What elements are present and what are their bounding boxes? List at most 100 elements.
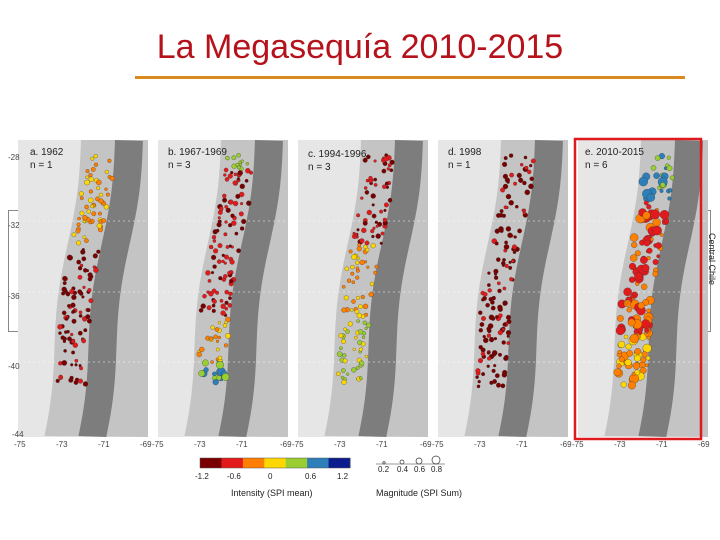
station-dot bbox=[208, 244, 214, 250]
magnitude-tick: 0.8 bbox=[431, 465, 443, 474]
station-dot bbox=[361, 335, 366, 339]
station-dot bbox=[341, 285, 346, 289]
lon-label: -71 bbox=[236, 440, 248, 449]
andes-range bbox=[638, 140, 703, 437]
station-dot bbox=[477, 379, 481, 384]
station-dot bbox=[224, 254, 229, 260]
station-dot bbox=[375, 224, 379, 228]
station-dot bbox=[359, 238, 365, 244]
station-dot bbox=[383, 208, 387, 212]
slide-title: La Megasequía 2010-2015 bbox=[156, 28, 564, 66]
station-dot bbox=[384, 181, 389, 186]
station-dot bbox=[497, 330, 503, 336]
station-dot bbox=[224, 306, 229, 311]
station-dot bbox=[519, 162, 524, 167]
lon-label: -69 bbox=[560, 440, 572, 449]
station-dot bbox=[236, 248, 241, 254]
station-dot bbox=[221, 259, 225, 264]
station-dot bbox=[630, 294, 635, 299]
station-dot bbox=[90, 156, 95, 161]
station-dot bbox=[645, 363, 649, 368]
station-dot bbox=[637, 302, 645, 309]
station-dot bbox=[83, 328, 88, 333]
station-dot bbox=[512, 250, 517, 254]
station-dot bbox=[501, 340, 506, 345]
station-dot bbox=[366, 265, 370, 269]
station-dot bbox=[615, 326, 625, 336]
lon-label: -73 bbox=[614, 440, 626, 449]
station-dot bbox=[98, 192, 104, 198]
station-dot bbox=[634, 250, 641, 257]
station-dot bbox=[210, 271, 215, 275]
station-dot bbox=[499, 209, 504, 214]
station-dot bbox=[350, 271, 355, 276]
station-dot bbox=[78, 310, 83, 315]
station-dot bbox=[371, 213, 377, 218]
station-dot bbox=[356, 319, 360, 323]
station-dot bbox=[497, 228, 501, 233]
station-dot bbox=[508, 265, 513, 270]
station-dot bbox=[75, 228, 81, 234]
station-dot bbox=[389, 168, 394, 173]
station-dot bbox=[225, 333, 231, 339]
station-dot bbox=[217, 243, 223, 249]
station-dot bbox=[368, 291, 374, 298]
intensity-tick: 1.2 bbox=[337, 472, 349, 481]
station-dot bbox=[617, 349, 622, 355]
station-dot bbox=[234, 231, 239, 236]
station-dot bbox=[364, 326, 368, 330]
station-dot bbox=[93, 154, 98, 159]
station-dot bbox=[489, 337, 495, 343]
station-dot bbox=[216, 375, 222, 381]
station-dot bbox=[240, 159, 244, 163]
station-dot bbox=[640, 357, 647, 363]
station-dot bbox=[340, 375, 345, 380]
station-dot bbox=[351, 280, 356, 284]
station-dot bbox=[77, 216, 81, 221]
station-dot bbox=[478, 310, 483, 315]
station-dot bbox=[224, 289, 229, 295]
station-dot bbox=[64, 317, 69, 321]
station-dot bbox=[373, 270, 378, 275]
colorbar-segment bbox=[221, 458, 244, 468]
station-dot bbox=[659, 232, 664, 237]
station-dot bbox=[202, 359, 209, 367]
lon-label: -69 bbox=[140, 440, 152, 449]
station-dot bbox=[477, 358, 484, 364]
station-dot bbox=[359, 259, 365, 265]
station-dot bbox=[89, 274, 94, 279]
station-dot bbox=[522, 180, 527, 186]
station-dot bbox=[652, 225, 662, 236]
station-dot bbox=[85, 269, 90, 273]
station-dot bbox=[87, 288, 92, 293]
andes-range bbox=[358, 140, 423, 437]
station-dot bbox=[96, 186, 101, 190]
station-dot bbox=[342, 353, 347, 358]
station-dot bbox=[88, 176, 94, 182]
station-dot bbox=[628, 276, 636, 283]
station-dot bbox=[96, 249, 101, 254]
station-dot bbox=[86, 209, 91, 214]
station-dot bbox=[74, 363, 78, 367]
colorbar-frame bbox=[199, 457, 351, 469]
andes-range bbox=[78, 140, 143, 437]
station-dot bbox=[487, 283, 491, 287]
station-dot bbox=[98, 198, 104, 204]
station-dot bbox=[632, 362, 641, 370]
station-dot bbox=[505, 314, 512, 320]
station-dot bbox=[382, 184, 387, 189]
station-dot bbox=[352, 347, 356, 351]
station-dot bbox=[198, 370, 206, 377]
station-dot bbox=[360, 196, 364, 200]
colorbar-segment bbox=[285, 458, 308, 468]
station-dot bbox=[341, 379, 347, 385]
station-dot bbox=[346, 278, 352, 283]
station-dot bbox=[71, 339, 76, 344]
panel-d-label: d. 1998 n = 1 bbox=[448, 146, 481, 172]
station-dot bbox=[631, 371, 636, 376]
station-dot bbox=[80, 251, 85, 255]
station-dot bbox=[232, 200, 239, 207]
station-dot bbox=[245, 168, 251, 174]
station-dot bbox=[482, 296, 487, 301]
station-dot bbox=[643, 200, 649, 206]
